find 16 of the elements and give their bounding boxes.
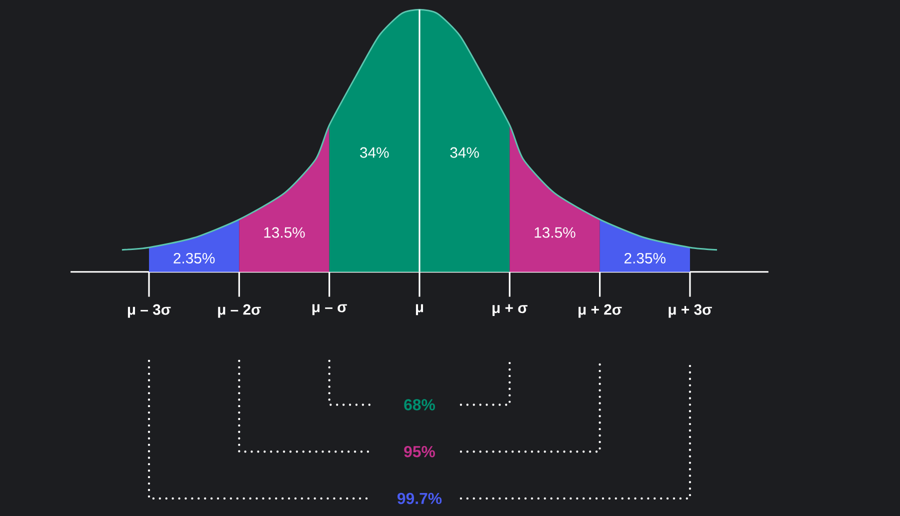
annotation: 34%: [450, 147, 479, 158]
x-tick-label: μ + 2σ: [578, 304, 622, 318]
annotation: 2.35%: [174, 252, 215, 264]
x-tick-label: μ + σ: [492, 304, 528, 316]
text: 99.7%: [398, 492, 442, 504]
text: 95%: [404, 446, 435, 458]
x-tick-label: μ: [416, 304, 424, 315]
x-tick-label: μ + 3σ: [668, 304, 712, 318]
annotation: 13.5%: [534, 227, 576, 238]
annotation: 2.35%: [624, 252, 666, 264]
annotation: 13.5%: [264, 227, 305, 238]
x-tick-label: μ – 2σ: [218, 304, 261, 318]
annotation: 34%: [360, 147, 389, 158]
text: 68%: [404, 398, 435, 410]
x-tick-label: μ – 3σ: [128, 304, 171, 318]
x-tick-label: μ – σ: [312, 304, 347, 315]
